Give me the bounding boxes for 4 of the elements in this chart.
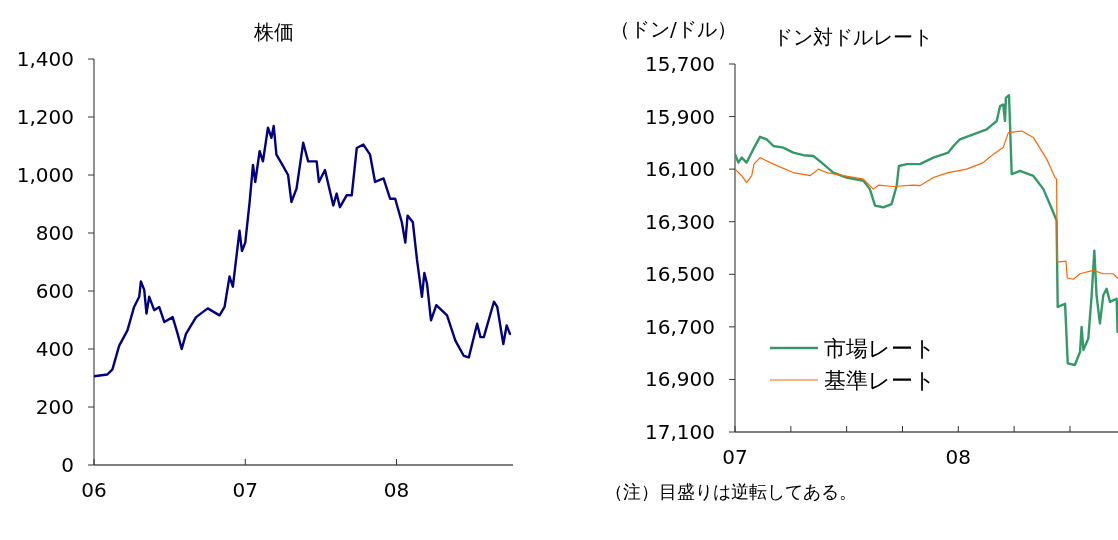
ylabel: （ドン/ドル）	[610, 17, 737, 41]
title: ドン対ドルレート	[772, 25, 933, 49]
annotation: （注）目盛りは逆転してある。	[605, 481, 857, 502]
title: 株価	[253, 20, 294, 44]
